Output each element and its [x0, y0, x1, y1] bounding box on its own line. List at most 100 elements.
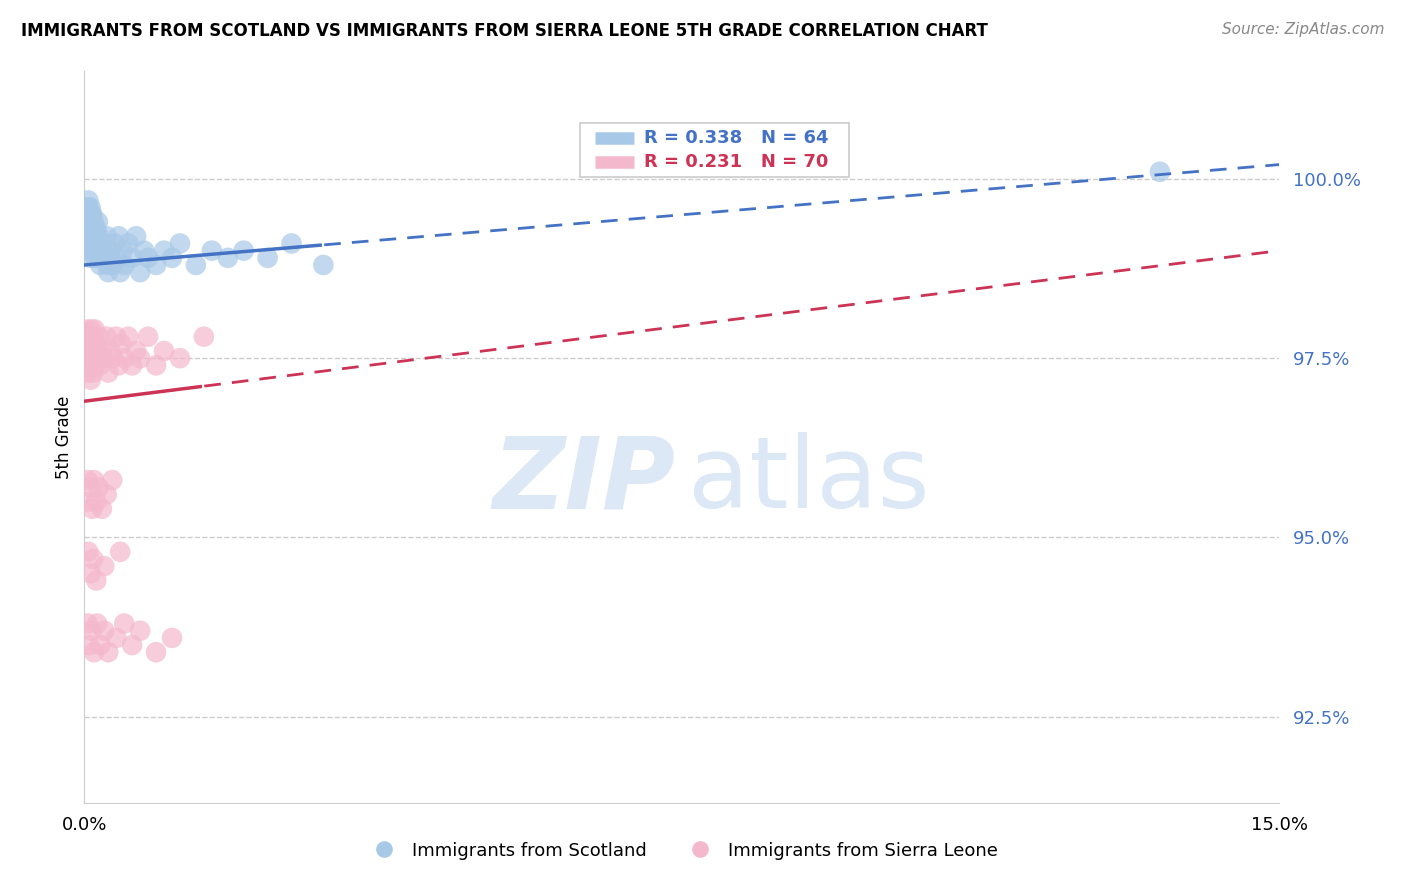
- Point: [77, 208, 100, 222]
- Point: [96, 229, 118, 244]
- Point: [86, 336, 108, 351]
- Point: [77, 494, 100, 508]
- Point: [87, 251, 110, 265]
- Point: [77, 638, 100, 652]
- Point: [145, 258, 167, 272]
- Point: [83, 344, 105, 359]
- Point: [76, 473, 98, 487]
- Point: [80, 322, 103, 336]
- Point: [110, 336, 132, 351]
- Point: [84, 251, 107, 265]
- Point: [86, 351, 108, 366]
- Point: [96, 329, 118, 343]
- Point: [86, 236, 108, 251]
- Text: Source: ZipAtlas.com: Source: ZipAtlas.com: [1222, 22, 1385, 37]
- Point: [80, 566, 103, 581]
- Point: [75, 329, 97, 343]
- Point: [160, 631, 183, 645]
- Point: [82, 366, 104, 380]
- Point: [89, 359, 111, 373]
- Point: [86, 616, 108, 631]
- Point: [125, 344, 148, 359]
- Point: [82, 329, 104, 343]
- Point: [76, 322, 98, 336]
- Point: [111, 244, 134, 258]
- Point: [184, 258, 207, 272]
- Point: [97, 645, 120, 659]
- Point: [76, 201, 98, 215]
- Point: [79, 329, 101, 343]
- Point: [80, 229, 103, 244]
- Point: [87, 229, 110, 244]
- Point: [90, 236, 112, 251]
- Point: [82, 244, 104, 258]
- Point: [86, 222, 108, 236]
- Point: [79, 229, 101, 244]
- Point: [90, 344, 112, 359]
- Point: [169, 351, 191, 366]
- Point: [87, 480, 110, 494]
- Point: [83, 229, 105, 244]
- Point: [93, 559, 115, 574]
- Point: [110, 545, 132, 559]
- Point: [93, 251, 115, 265]
- Point: [82, 244, 104, 258]
- Point: [77, 366, 100, 380]
- Point: [129, 351, 152, 366]
- Point: [100, 244, 122, 258]
- Point: [75, 208, 97, 222]
- Point: [89, 638, 111, 652]
- Point: [77, 194, 100, 208]
- Point: [112, 258, 135, 272]
- Point: [121, 359, 143, 373]
- Point: [201, 244, 224, 258]
- Point: [80, 624, 103, 638]
- Point: [83, 215, 105, 229]
- Point: [76, 351, 98, 366]
- Point: [160, 251, 183, 265]
- Point: [83, 473, 105, 487]
- Text: R = 0.338   N = 64: R = 0.338 N = 64: [644, 129, 828, 147]
- Point: [80, 251, 103, 265]
- Point: [117, 236, 139, 251]
- Point: [136, 251, 159, 265]
- Point: [89, 258, 111, 272]
- Point: [217, 251, 239, 265]
- Point: [82, 208, 104, 222]
- Point: [169, 236, 191, 251]
- Point: [84, 359, 107, 373]
- Point: [232, 244, 254, 258]
- Point: [80, 201, 103, 215]
- Point: [129, 624, 152, 638]
- Point: [100, 344, 122, 359]
- Point: [129, 265, 152, 279]
- Point: [107, 359, 129, 373]
- Point: [82, 552, 104, 566]
- Point: [80, 208, 103, 222]
- Point: [97, 258, 120, 272]
- Point: [93, 624, 115, 638]
- Point: [86, 494, 108, 508]
- Point: [101, 473, 124, 487]
- Legend: Immigrants from Scotland, Immigrants from Sierra Leone: Immigrants from Scotland, Immigrants fro…: [359, 835, 1005, 867]
- Point: [132, 244, 156, 258]
- Point: [83, 236, 105, 251]
- Point: [101, 258, 124, 272]
- Point: [101, 351, 124, 366]
- Point: [105, 329, 128, 343]
- Point: [82, 222, 104, 236]
- Point: [97, 366, 120, 380]
- Point: [79, 359, 101, 373]
- Point: [76, 236, 98, 251]
- Point: [312, 258, 335, 272]
- Point: [121, 638, 143, 652]
- Point: [110, 265, 132, 279]
- Point: [91, 236, 114, 251]
- Point: [145, 359, 167, 373]
- Point: [79, 222, 101, 236]
- Point: [121, 251, 143, 265]
- Point: [112, 616, 135, 631]
- Point: [77, 215, 100, 229]
- Point: [153, 344, 176, 359]
- Point: [83, 645, 105, 659]
